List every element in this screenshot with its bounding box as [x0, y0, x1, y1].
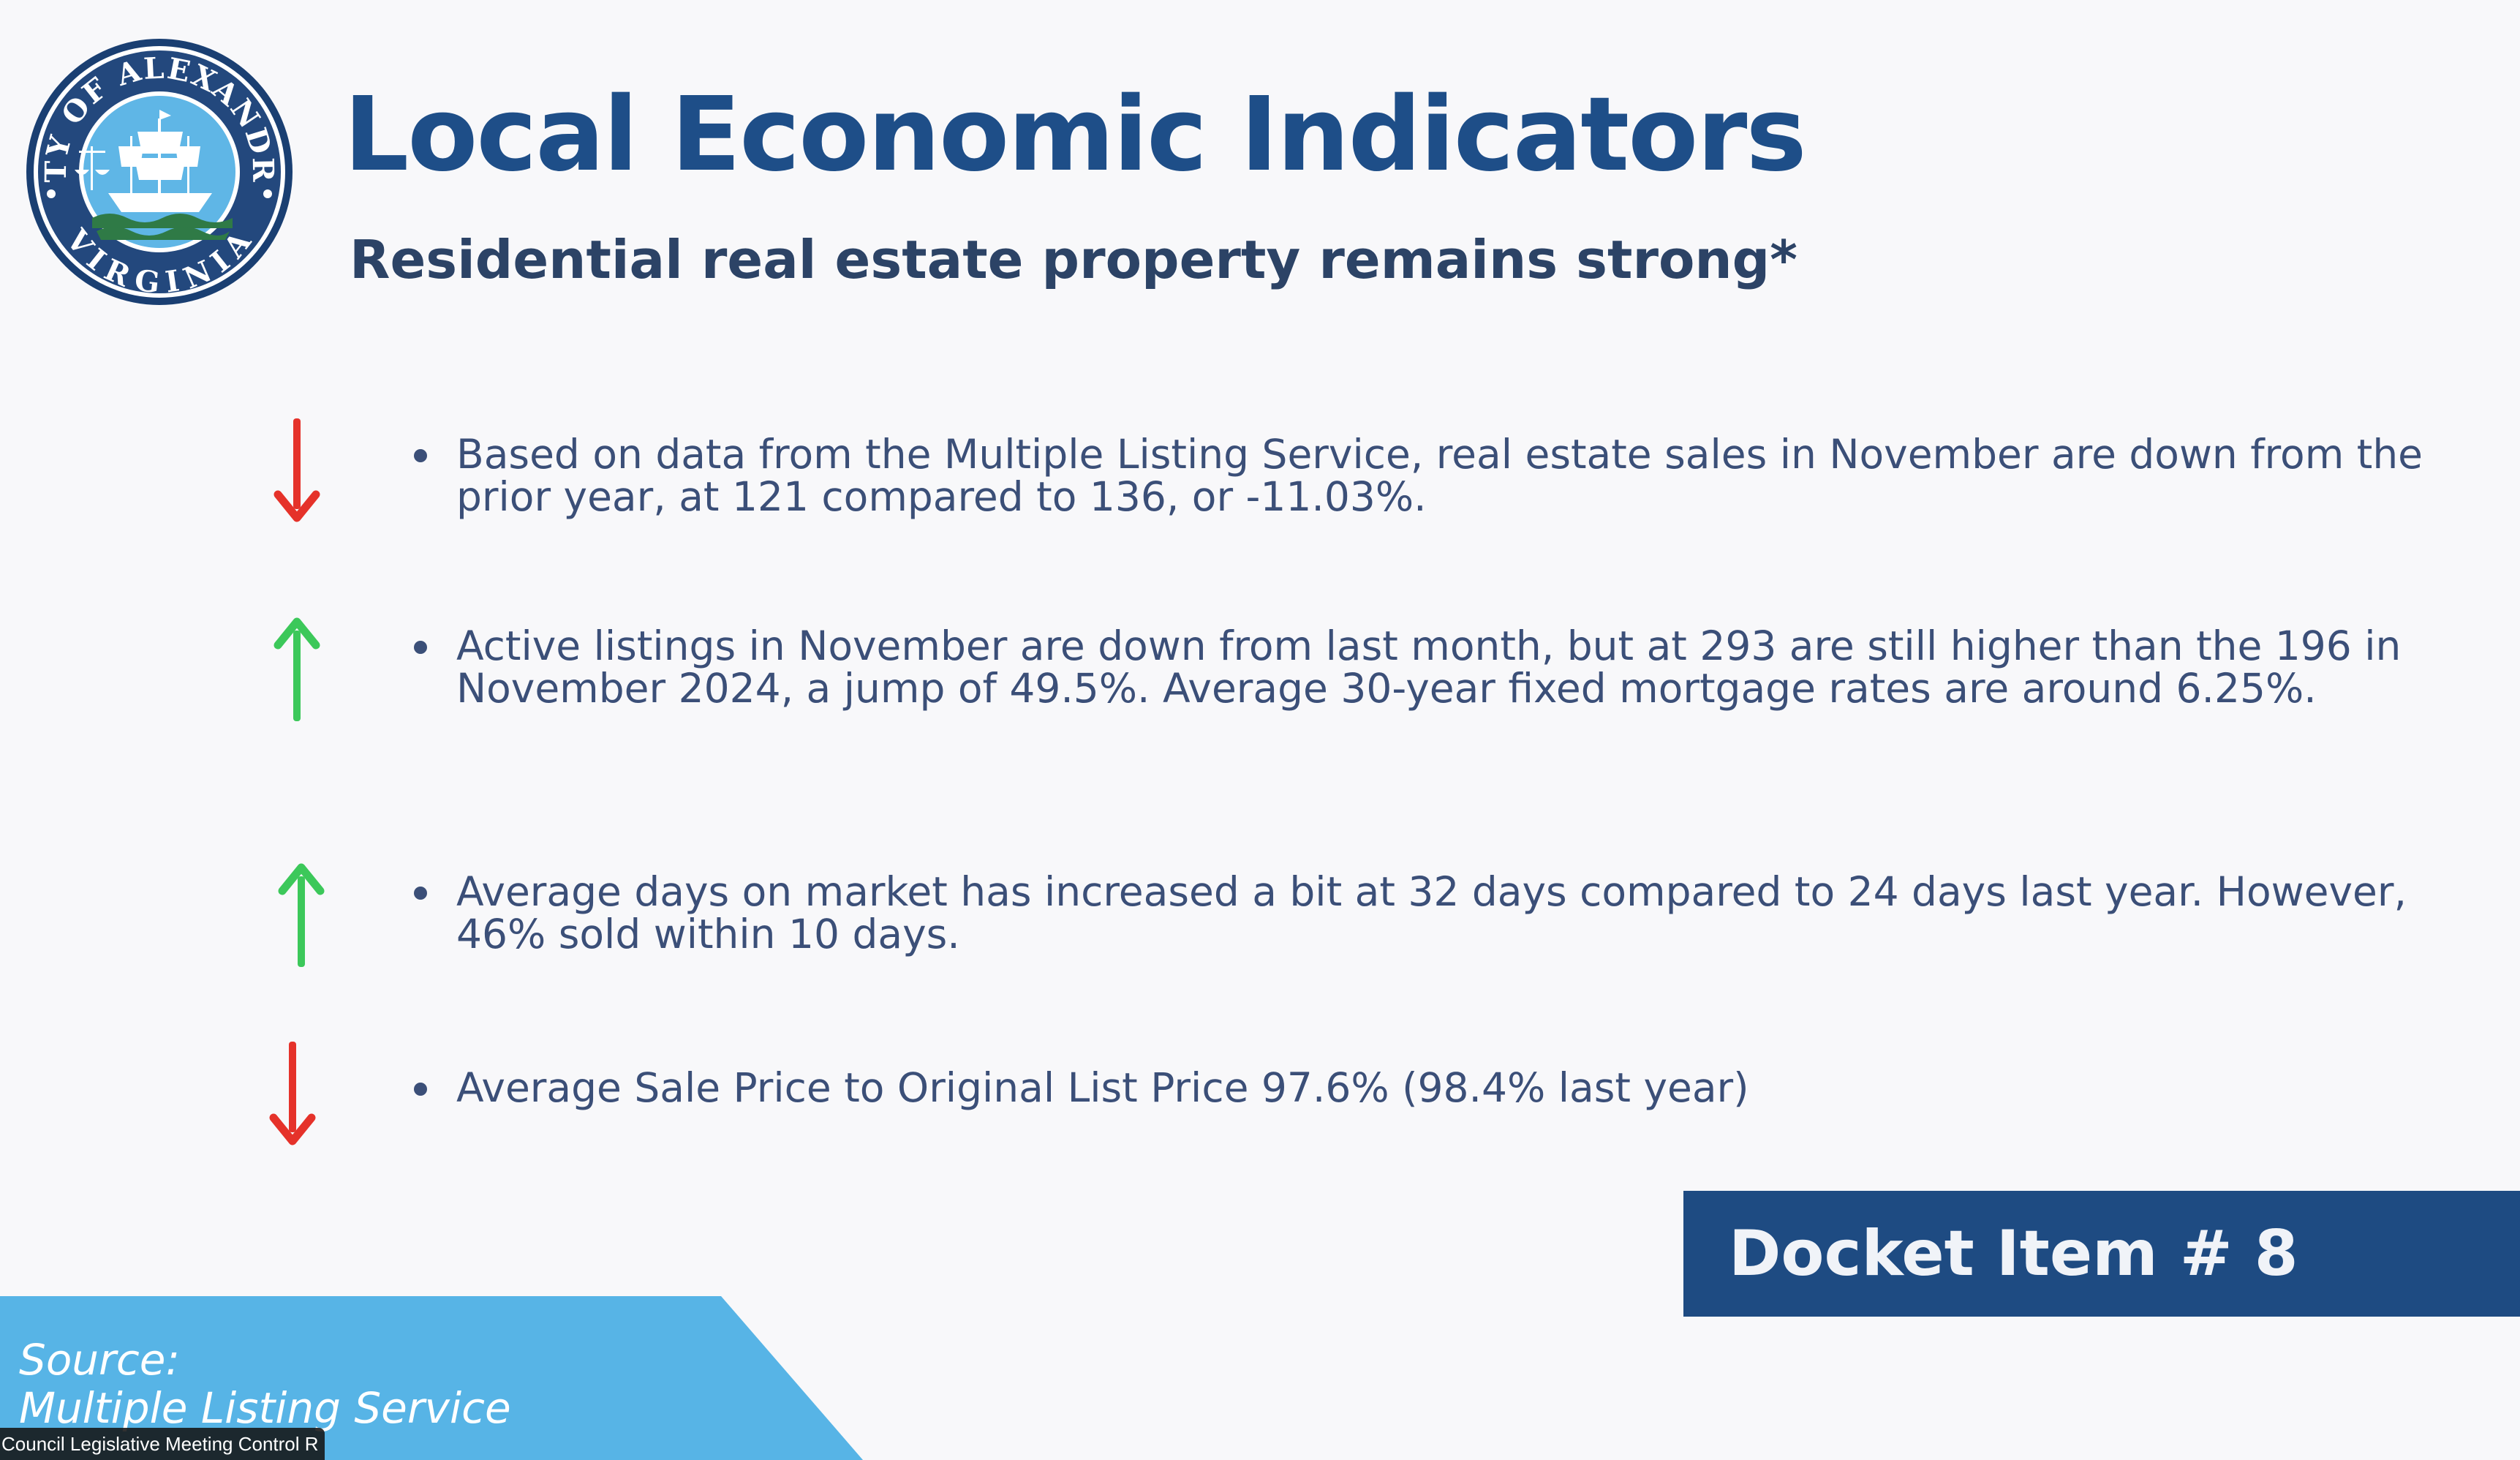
source-label: Source: [19, 1335, 181, 1385]
indicator-text: Average Sale Price to Original List Pric… [456, 1064, 1749, 1111]
indicator-item: Average Sale Price to Original List Pric… [0, 1039, 2520, 1156]
bullet-dot [414, 1083, 427, 1096]
meeting-name-label: Council Legislative Meeting Control R [0, 1428, 325, 1460]
indicator-item: Active listings in November are down fro… [0, 614, 2520, 761]
slide-title: Local Economic Indicators [344, 75, 1807, 195]
bullet-dot [414, 641, 427, 654]
arrow-up-icon [273, 617, 320, 721]
source-value: Multiple Listing Service [19, 1383, 511, 1433]
bullet-dot [414, 449, 427, 462]
indicator-item: Based on data from the Multiple Listing … [0, 415, 2520, 533]
slide-subtitle: Residential real estate property remains… [350, 229, 1797, 290]
arrow-down-icon [273, 418, 320, 522]
docket-item-badge: Docket Item # 8 [1683, 1191, 2520, 1317]
docket-item-label: Docket Item # 8 [1729, 1217, 2298, 1290]
indicator-text: Average days on market has increased a b… [456, 868, 2407, 957]
indicator-text: Based on data from the Multiple Listing … [456, 431, 2423, 520]
arrow-up-icon [278, 863, 325, 967]
city-seal-logo: CITY OF ALEXANDRIA VIRGINIA [20, 37, 293, 305]
source-banner [0, 1296, 863, 1460]
bullet-dot [414, 887, 427, 900]
indicator-text: Active listings in November are down fro… [456, 622, 2402, 712]
indicator-item: Average days on market has increased a b… [0, 860, 2520, 977]
arrow-down-icon [269, 1042, 316, 1145]
